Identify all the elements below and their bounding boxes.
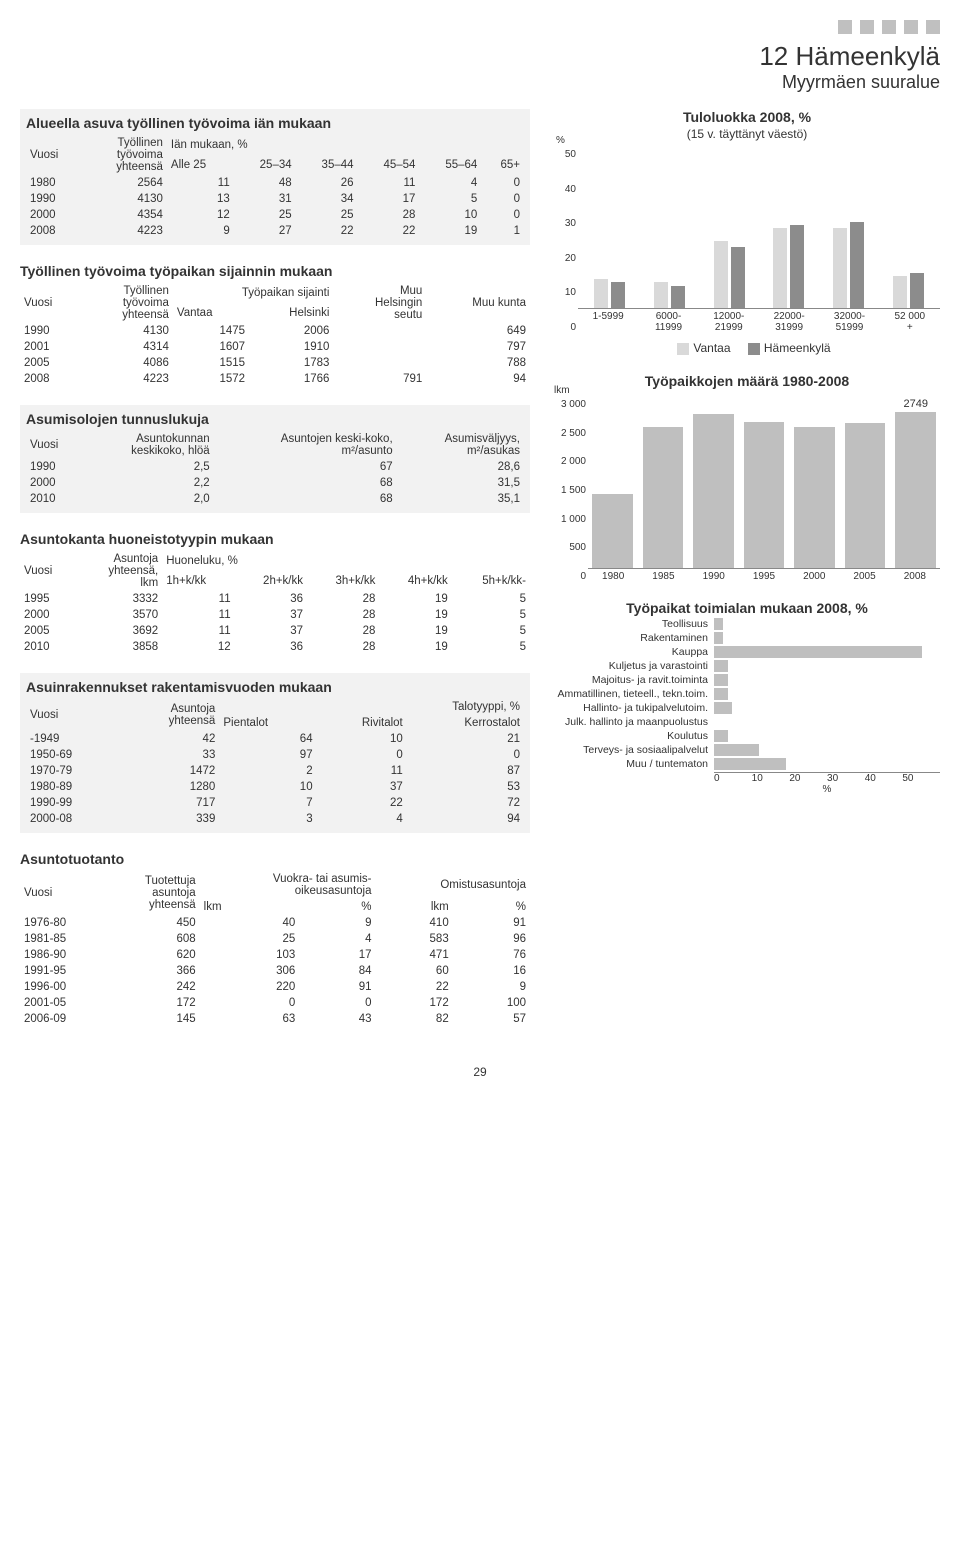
- page-subtitle: Myyrmäen suuralue: [20, 72, 940, 93]
- table-workforce-location: Työllinen työvoima työpaikan sijainnin m…: [20, 263, 530, 387]
- table-row: 1996-0024222091229: [20, 979, 530, 995]
- table-buildings-year: Asuinrakennukset rakentamisvuoden mukaan…: [20, 673, 530, 833]
- section-title: Asuntokanta huoneistotyypin mukaan: [20, 531, 530, 547]
- table-row: 2001431416071910797: [20, 339, 530, 355]
- table-row: 1981-8560825458396: [20, 931, 530, 947]
- table-row: 1980-891280103753: [26, 779, 524, 795]
- chart-bars: 2749: [588, 399, 940, 569]
- chart-legend: Vantaa Hämeenkylä: [554, 341, 940, 355]
- chart-jobs: Työpaikkojen määrä 1980-2008 3 0002 5002…: [554, 373, 940, 582]
- section-title: Työllinen työvoima työpaikan sijainnin m…: [20, 263, 530, 279]
- chart-income: Tuloluokka 2008, % (15 v. täyttänyt väes…: [554, 109, 940, 355]
- table-housing-production: Asuntotuotanto Vuosi Tuotettuja asuntoja…: [20, 851, 530, 1027]
- table-row: 1991-95366306846016: [20, 963, 530, 979]
- table-row: 19953332113628195: [20, 591, 530, 607]
- table-row: 1990413014752006649: [20, 323, 530, 339]
- section-title: Asuntotuotanto: [20, 851, 530, 867]
- chart-title: Tuloluokka 2008, %: [554, 109, 940, 125]
- y-axis-label: %: [556, 135, 565, 146]
- table-row: 200842239272222191: [26, 223, 524, 239]
- chart-subtitle: (15 v. täyttänyt väestö): [554, 127, 940, 141]
- table-row: 20053692113728195: [20, 623, 530, 639]
- y-axis-label: lkm: [554, 385, 570, 396]
- table-row: 1970-79147221187: [26, 763, 524, 779]
- table-row: 2000435412252528100: [26, 207, 524, 223]
- chart-title: Työpaikat toimialan mukaan 2008, %: [554, 600, 940, 616]
- table-row: 20002,26831,5: [26, 475, 524, 491]
- table-row: 1990-9971772272: [26, 795, 524, 811]
- table-row: 1950-69339700: [26, 747, 524, 763]
- table-row: 19902,56728,6: [26, 459, 524, 475]
- table-row: 1986-906201031747176: [20, 947, 530, 963]
- table-row: 2001-0517200172100: [20, 995, 530, 1011]
- table-housing-metrics: Asumisolojen tunnuslukuja Vuosi Asuntoku…: [20, 405, 530, 513]
- table-row: 2005408615151783788: [20, 355, 530, 371]
- table: Vuosi Työllinen työvoima yhteensä Iän mu…: [26, 135, 524, 239]
- chart-bars: [578, 149, 940, 309]
- chart-bars: TeollisuusRakentaminenKauppaKuljetus ja …: [554, 618, 940, 770]
- table-row: 20102,06835,1: [26, 491, 524, 507]
- page-title: 12 Hämeenkylä: [20, 41, 940, 72]
- page-number: 29: [20, 1065, 940, 1079]
- chart-industry: Työpaikat toimialan mukaan 2008, % Teoll…: [554, 600, 940, 795]
- table-workforce-age: Alueella asuva työllinen työvoima iän mu…: [20, 109, 530, 245]
- chart-title: Työpaikkojen määrä 1980-2008: [554, 373, 940, 389]
- table-row: 2000-083393494: [26, 811, 524, 827]
- table-row: 2006-0914563438257: [20, 1011, 530, 1027]
- table-housing-rooms: Asuntokanta huoneistotyypin mukaan Vuosi…: [20, 531, 530, 655]
- decorative-squares: [20, 20, 940, 37]
- section-title: Asumisolojen tunnuslukuja: [26, 411, 524, 427]
- section-title: Asuinrakennukset rakentamisvuoden mukaan: [26, 679, 524, 695]
- section-title: Alueella asuva työllinen työvoima iän mu…: [26, 115, 524, 131]
- table-row: 199041301331341750: [26, 191, 524, 207]
- table-row: 200842231572176679194: [20, 371, 530, 387]
- table-row: 20103858123628195: [20, 639, 530, 655]
- table-row: 198025641148261140: [26, 175, 524, 191]
- x-axis-label: %: [714, 784, 940, 795]
- table-row: 20003570113728195: [20, 607, 530, 623]
- table-row: -194942641021: [26, 731, 524, 747]
- table-row: 1976-8045040941091: [20, 915, 530, 931]
